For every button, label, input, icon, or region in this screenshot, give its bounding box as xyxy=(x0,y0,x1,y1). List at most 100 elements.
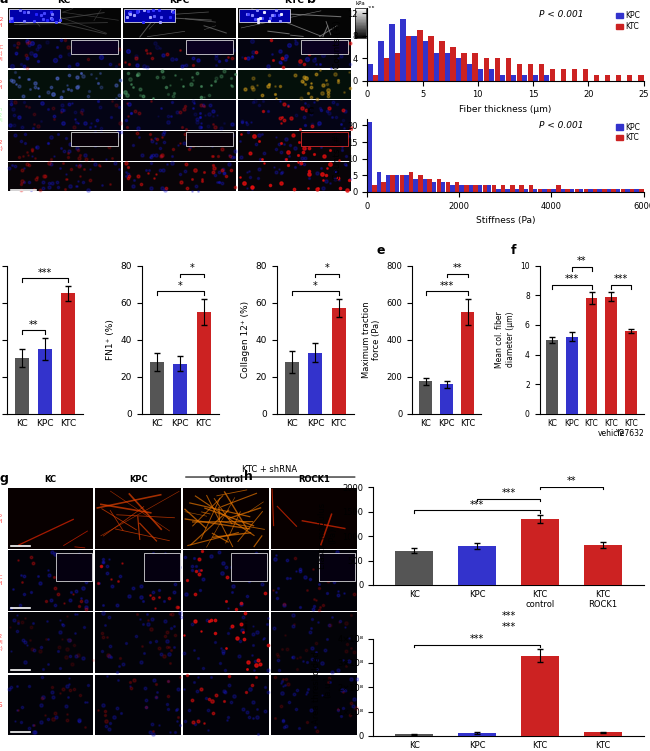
Bar xyxy=(389,24,395,80)
Bar xyxy=(528,185,533,192)
Bar xyxy=(123,70,236,99)
Bar xyxy=(428,35,434,80)
Bar xyxy=(515,189,519,192)
Bar xyxy=(395,175,399,192)
Bar xyxy=(173,363,187,414)
Bar xyxy=(458,733,496,736)
Bar xyxy=(627,75,632,80)
Bar xyxy=(462,53,467,80)
Text: 0.5: 0.5 xyxy=(367,32,375,37)
Text: 0.0: 0.0 xyxy=(367,36,375,41)
Bar xyxy=(441,182,445,192)
Bar xyxy=(8,161,120,192)
Text: ***: *** xyxy=(565,274,579,284)
Text: KTC: KTC xyxy=(284,0,304,5)
Bar xyxy=(586,298,597,414)
Text: 1.0: 1.0 xyxy=(367,27,375,32)
Bar xyxy=(522,75,527,80)
Text: KPC: KPC xyxy=(129,475,148,484)
Text: Collagen 12
DAPI: Collagen 12 DAPI xyxy=(0,17,3,29)
Bar xyxy=(8,100,120,130)
Text: p-Mlc2
DAPI
p-MyPT1 (inset): p-Mlc2 DAPI p-MyPT1 (inset) xyxy=(0,635,3,651)
Bar xyxy=(238,100,351,130)
Bar xyxy=(150,362,164,414)
Text: *: * xyxy=(178,281,183,291)
Bar xyxy=(593,189,597,192)
Text: ***: *** xyxy=(501,488,515,498)
Bar xyxy=(427,179,432,192)
Bar xyxy=(355,8,365,38)
Text: ***: *** xyxy=(470,500,484,510)
X-axis label: Stiffness (Pa): Stiffness (Pa) xyxy=(476,216,535,225)
Bar xyxy=(455,182,460,192)
Text: SHG
Stiffness (inset): SHG Stiffness (inset) xyxy=(0,170,3,183)
Text: KC: KC xyxy=(44,475,57,484)
Bar xyxy=(542,189,547,192)
Text: *: * xyxy=(324,263,330,273)
Bar xyxy=(606,189,611,192)
Bar xyxy=(413,179,418,192)
Bar xyxy=(473,185,478,192)
Text: Tenascin C
DAPI: Tenascin C DAPI xyxy=(0,575,3,586)
Text: ***: *** xyxy=(470,634,484,644)
Bar xyxy=(123,131,236,161)
Bar xyxy=(450,185,454,192)
Legend: KPC, KTC: KPC, KTC xyxy=(616,11,640,31)
Bar xyxy=(521,519,558,585)
Text: KPC: KPC xyxy=(169,0,189,5)
Text: kPa: kPa xyxy=(356,1,365,6)
Text: Tenascin C
FN (inset)
DAPI: Tenascin C FN (inset) DAPI xyxy=(0,45,3,62)
Y-axis label: Collagen 12⁺ (%): Collagen 12⁺ (%) xyxy=(241,301,250,379)
Bar xyxy=(238,161,351,192)
Bar xyxy=(123,8,236,38)
Text: ***: *** xyxy=(501,623,515,632)
Bar xyxy=(583,69,588,80)
Bar xyxy=(400,19,406,80)
Bar xyxy=(605,297,617,414)
Bar xyxy=(556,185,561,192)
Bar xyxy=(551,189,556,192)
Bar xyxy=(373,75,378,80)
Bar xyxy=(489,69,494,80)
Bar xyxy=(409,172,413,192)
Bar xyxy=(506,189,510,192)
Bar xyxy=(8,613,93,673)
Bar xyxy=(332,308,346,414)
Y-axis label: Counts (#): Counts (#) xyxy=(333,20,341,68)
Text: **: ** xyxy=(29,320,38,330)
Text: f: f xyxy=(510,243,516,257)
Bar xyxy=(456,58,461,80)
Text: p-MLC2
p-MyPT1 (inset): p-MLC2 p-MyPT1 (inset) xyxy=(0,140,3,151)
Bar xyxy=(376,172,381,192)
Bar xyxy=(603,189,606,192)
Bar xyxy=(597,189,602,192)
Text: e: e xyxy=(376,243,385,257)
Bar xyxy=(450,47,456,80)
Bar xyxy=(384,58,389,80)
Text: P < 0.001: P < 0.001 xyxy=(539,121,583,130)
Bar xyxy=(8,488,93,549)
Bar xyxy=(533,189,538,192)
Bar xyxy=(517,64,522,80)
Bar xyxy=(183,488,269,549)
Bar xyxy=(319,553,355,581)
Text: a: a xyxy=(0,0,8,6)
Bar xyxy=(570,189,574,192)
Bar xyxy=(460,185,464,192)
Bar xyxy=(445,53,450,80)
Bar xyxy=(271,550,357,611)
Bar xyxy=(422,179,427,192)
Bar xyxy=(96,674,181,735)
Bar xyxy=(418,175,422,192)
Bar xyxy=(285,362,299,414)
Bar xyxy=(572,69,577,80)
Bar xyxy=(271,488,357,549)
Bar xyxy=(367,122,372,192)
Text: ROCK1: ROCK1 xyxy=(298,475,330,484)
Bar xyxy=(123,161,236,192)
Text: **: ** xyxy=(577,256,586,267)
Bar xyxy=(561,189,565,192)
Bar xyxy=(71,41,118,53)
Text: KTC + shRNA: KTC + shRNA xyxy=(242,465,298,474)
Legend: KPC, KTC: KPC, KTC xyxy=(616,122,640,142)
